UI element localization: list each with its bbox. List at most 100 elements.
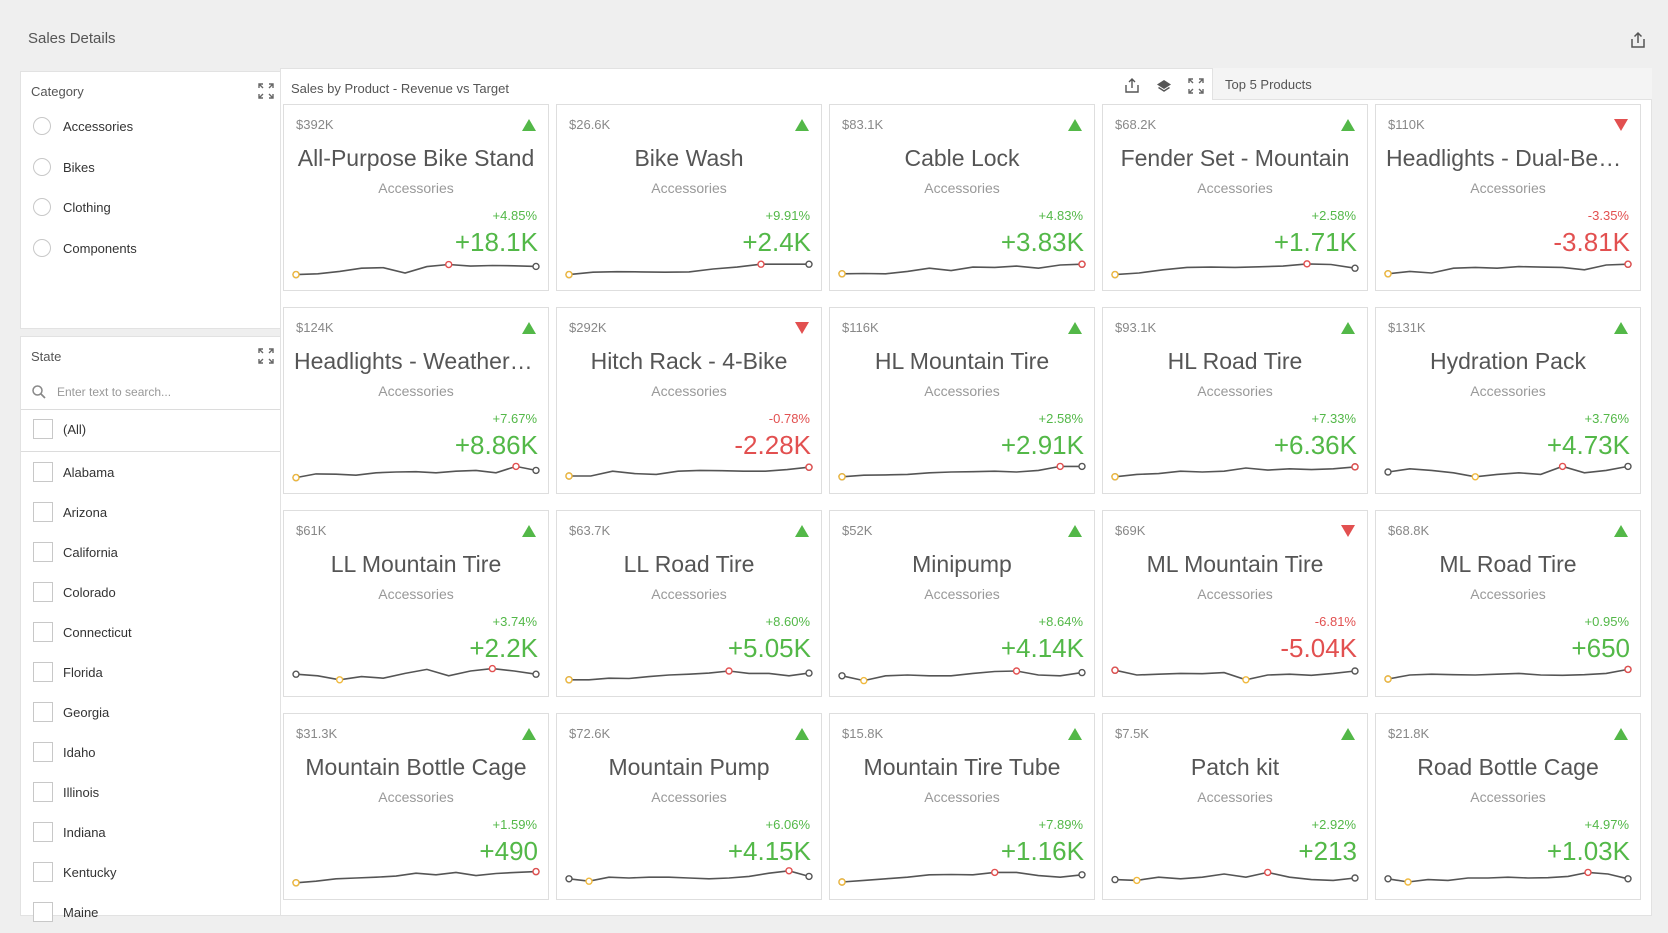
sparkline-start-point xyxy=(292,670,300,678)
state-option[interactable]: Georgia xyxy=(33,702,109,722)
export-icon[interactable] xyxy=(1628,30,1648,50)
product-name: Mountain Tire Tube xyxy=(863,754,1061,780)
product-card[interactable]: $21.8K Road Bottle Cage Accessories +4.97% +… xyxy=(1375,713,1641,900)
checkbox[interactable] xyxy=(33,502,53,522)
sparkline-max-point xyxy=(512,462,520,471)
radio-button[interactable] xyxy=(33,239,51,257)
radio-button[interactable] xyxy=(33,117,51,135)
product-card[interactable]: $124K Headlights - Weatherproof Accessorie… xyxy=(283,307,549,494)
divider xyxy=(21,409,284,410)
sparkline-min-point xyxy=(292,270,300,279)
sparkline-max-point xyxy=(488,664,497,673)
sparkline xyxy=(1384,665,1632,683)
target-value: $7.5K xyxy=(1115,726,1149,741)
state-option-all[interactable]: (All) xyxy=(33,419,86,439)
trend-up-icon xyxy=(522,728,536,740)
product-card[interactable]: $116K HL Mountain Tire Accessories +2.58% +2… xyxy=(829,307,1095,494)
category-option-clothing[interactable]: Clothing xyxy=(33,198,111,216)
product-card[interactable]: $26.6K Bike Wash Accessories +9.91% +2.4K xyxy=(556,104,822,291)
category-label: Clothing xyxy=(63,199,111,215)
checkbox[interactable] xyxy=(33,702,53,722)
product-category: Accessories xyxy=(378,383,454,399)
radio-button[interactable] xyxy=(33,198,51,216)
product-card[interactable]: $31.3K Mountain Bottle Cage Accessories +1.… xyxy=(283,713,549,900)
maximize-icon[interactable] xyxy=(257,82,275,100)
product-card[interactable]: $131K Hydration Pack Accessories +3.76% +4.7… xyxy=(1375,307,1641,494)
category-option-accessories[interactable]: Accessories xyxy=(33,117,133,135)
layers-icon[interactable] xyxy=(1155,77,1173,95)
product-card[interactable]: $52K Minipump Accessories +8.64% +4.14K xyxy=(829,510,1095,697)
state-option[interactable]: Indiana xyxy=(33,822,106,842)
sparkline-max-point xyxy=(725,667,733,675)
checkbox[interactable] xyxy=(33,542,53,562)
maximize-icon[interactable] xyxy=(1187,77,1205,95)
product-card[interactable]: $15.8K Mountain Tire Tube Accessories +7.89… xyxy=(829,713,1095,900)
sparkline-min-point xyxy=(838,473,846,481)
category-filter-panel: Category Accessories Bikes Clothing Comp… xyxy=(20,71,285,329)
target-value: $292K xyxy=(569,320,607,335)
category-label: Accessories xyxy=(63,118,134,134)
state-option[interactable]: Connecticut xyxy=(33,622,132,642)
export-icon[interactable] xyxy=(1123,77,1141,95)
checkbox[interactable] xyxy=(33,462,53,482)
product-card[interactable]: $93.1K HL Road Tire Accessories +7.33% +6.36… xyxy=(1102,307,1368,494)
state-option[interactable]: California xyxy=(33,542,118,562)
page-title: Sales Details xyxy=(28,30,116,47)
checkbox[interactable] xyxy=(33,742,53,762)
product-name: All-Purpose Bike Stand xyxy=(297,145,535,171)
product-card[interactable]: $69K ML Mountain Tire Accessories -6.81% -5.… xyxy=(1102,510,1368,697)
product-card[interactable]: $392K All-Purpose Bike Stand Accessories +4… xyxy=(283,104,549,291)
target-value: $15.8K xyxy=(842,726,884,741)
state-option[interactable]: Colorado xyxy=(33,582,116,602)
product-card[interactable]: $61K LL Mountain Tire Accessories +3.74% +2.… xyxy=(283,510,549,697)
state-option[interactable]: Alabama xyxy=(33,462,114,482)
sparkline xyxy=(292,260,540,279)
product-card[interactable]: $63.7K LL Road Tire Accessories +8.60% +5.05… xyxy=(556,510,822,697)
trend-up-icon xyxy=(1068,525,1082,537)
checkbox[interactable] xyxy=(33,582,53,602)
state-option[interactable]: Kentucky xyxy=(33,862,116,882)
category-option-components[interactable]: Components xyxy=(33,239,137,257)
variance-percent: +2.58% xyxy=(1038,411,1083,426)
checkbox[interactable] xyxy=(33,782,53,802)
product-card[interactable]: $292K Hitch Rack - 4-Bike Accessories -0.78… xyxy=(556,307,822,494)
checkbox[interactable] xyxy=(33,622,53,642)
target-value: $21.8K xyxy=(1388,726,1430,741)
product-card[interactable]: $72.6K Mountain Pump Accessories +6.06% +4.1… xyxy=(556,713,822,900)
checkbox[interactable] xyxy=(33,902,53,922)
sparkline xyxy=(292,664,540,684)
category-option-bikes[interactable]: Bikes xyxy=(33,158,95,176)
target-value: $83.1K xyxy=(842,117,884,132)
tab-top-5-products[interactable]: Top 5 Products xyxy=(1212,68,1652,100)
sparkline-end-point xyxy=(805,669,813,677)
checkbox[interactable] xyxy=(33,662,53,682)
state-filter-panel: State (All) Alabama Arizona California C… xyxy=(20,336,285,922)
sparkline-min-point xyxy=(1111,473,1119,481)
product-card[interactable]: $7.5K Patch kit Accessories +2.92% +213 xyxy=(1102,713,1368,900)
state-search-input[interactable] xyxy=(55,384,259,400)
sparkline-end-point xyxy=(805,872,813,881)
product-category: Accessories xyxy=(651,789,727,805)
sparkline-path xyxy=(1114,871,1356,882)
sparkline-min-point xyxy=(565,676,573,684)
variance-value: +2.4K xyxy=(742,227,811,257)
sparkline-min-point xyxy=(1471,473,1479,481)
sparkline xyxy=(838,260,1086,278)
product-card[interactable]: $68.2K Fender Set - Mountain Accessories +2… xyxy=(1102,104,1368,291)
sparkline-min-point xyxy=(1384,270,1392,278)
trend-up-icon xyxy=(1614,525,1628,537)
state-option[interactable]: Idaho xyxy=(33,742,96,762)
state-option[interactable]: Illinois xyxy=(33,782,99,802)
checkbox[interactable] xyxy=(33,862,53,882)
radio-button[interactable] xyxy=(33,158,51,176)
product-card[interactable]: $68.8K ML Road Tire Accessories +0.95% +650 xyxy=(1375,510,1641,697)
state-option[interactable]: Arizona xyxy=(33,502,107,522)
state-option[interactable]: Florida xyxy=(33,662,103,682)
checkbox[interactable] xyxy=(33,419,53,439)
product-card[interactable]: $83.1K Cable Lock Accessories +4.83% +3.83K xyxy=(829,104,1095,291)
state-option[interactable]: Maine xyxy=(33,902,98,922)
sparkline-end-point xyxy=(1624,462,1632,471)
checkbox[interactable] xyxy=(33,822,53,842)
maximize-icon[interactable] xyxy=(257,347,275,365)
product-card[interactable]: $110K Headlights - Dual-Beam Accessories -3… xyxy=(1375,104,1641,291)
